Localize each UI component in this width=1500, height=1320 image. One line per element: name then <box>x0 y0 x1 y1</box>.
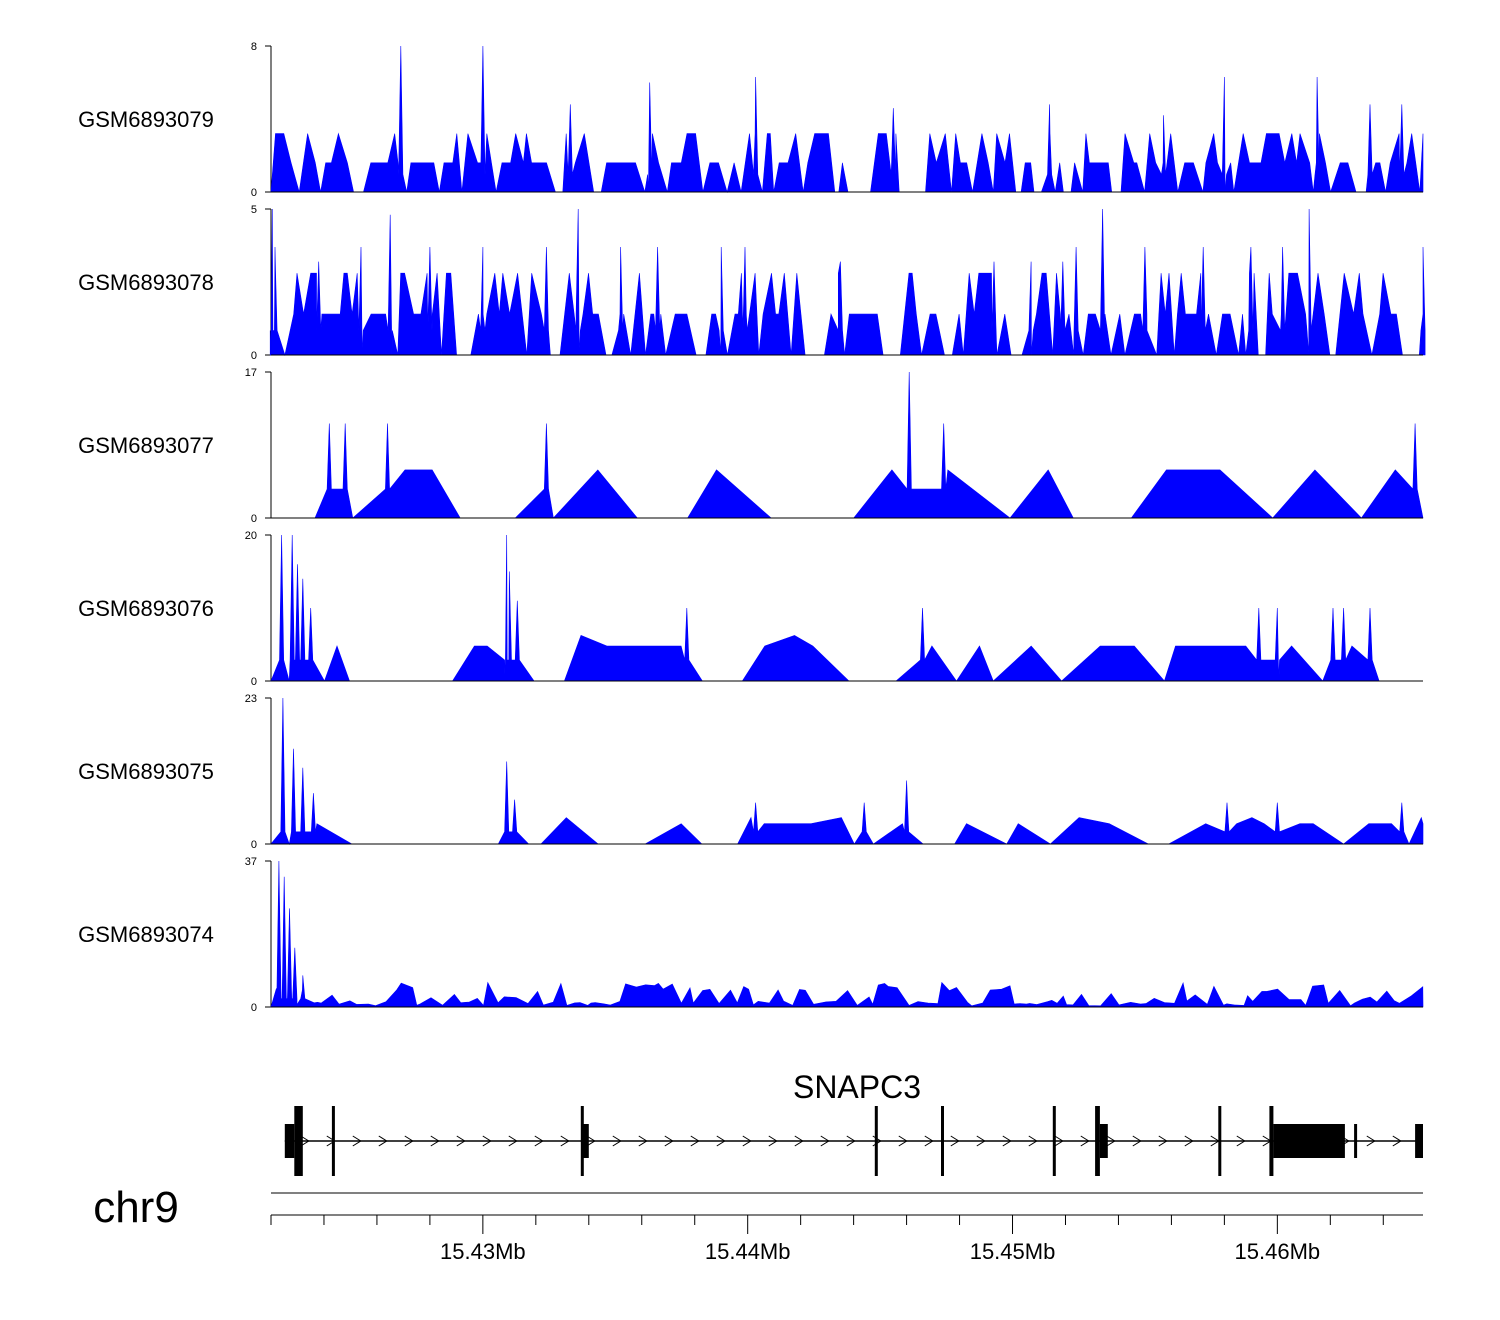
y-tick-label: 0 <box>251 513 257 525</box>
strand-arrow <box>846 1135 856 1147</box>
track-label: GSM6893074 <box>78 922 214 947</box>
utr-exon <box>1354 1124 1358 1158</box>
coverage-area <box>281 371 1424 519</box>
strand-arrow <box>508 1135 518 1147</box>
strand-arrow <box>742 1135 752 1147</box>
coding-exon <box>1052 1106 1056 1176</box>
strand-arrow <box>1106 1135 1116 1147</box>
track-label: GSM6893077 <box>78 433 214 458</box>
strand-arrow <box>1002 1135 1012 1147</box>
strand-arrow <box>1132 1135 1142 1147</box>
track-GSM6893075: GSM6893075 0 23 <box>78 693 1424 851</box>
strand-arrow <box>1184 1135 1194 1147</box>
coverage-area <box>270 697 1424 846</box>
strand-arrow <box>1392 1135 1402 1147</box>
gene-annotation-track: SNAPC3 <box>284 1069 1423 1176</box>
strand-arrow <box>456 1135 466 1147</box>
track-GSM6893078: GSM6893078 0 5 <box>78 204 1426 362</box>
track-label: GSM6893075 <box>78 759 214 784</box>
y-tick-label: 0 <box>251 187 257 199</box>
x-tick-label: 15.44Mb <box>705 1239 791 1264</box>
strand-arrow <box>482 1135 492 1147</box>
track-GSM6893074: GSM6893074 0 37 <box>78 856 1424 1014</box>
strand-arrow <box>716 1135 726 1147</box>
strand-arrow <box>768 1135 778 1147</box>
track-GSM6893077: GSM6893077 0 17 <box>78 367 1424 525</box>
coding-exon <box>294 1106 303 1176</box>
x-tick-label: 15.46Mb <box>1235 1239 1321 1264</box>
y-tick-label: 0 <box>251 1002 257 1014</box>
y-tick-label: 8 <box>251 41 257 53</box>
y-tick-label: 0 <box>251 839 257 851</box>
coverage-area <box>270 860 1424 1008</box>
track-GSM6893076: GSM6893076 0 20 <box>78 530 1423 688</box>
strand-arrow <box>976 1135 986 1147</box>
coding-exon <box>1218 1106 1222 1176</box>
strand-arrow <box>430 1135 440 1147</box>
utr-exon <box>284 1124 295 1158</box>
gene-name-label: SNAPC3 <box>793 1069 921 1105</box>
strand-arrow <box>586 1135 596 1147</box>
x-tick-label: 15.45Mb <box>970 1239 1056 1264</box>
strand-arrow <box>404 1135 414 1147</box>
coverage-tracks: GSM689307908GSM689307805GSM6893077017GSM… <box>78 41 1426 1014</box>
strand-arrow <box>352 1135 362 1147</box>
y-tick-label: 17 <box>245 367 257 379</box>
strand-arrow <box>898 1135 908 1147</box>
coding-exon <box>941 1106 944 1176</box>
strand-arrow <box>794 1135 804 1147</box>
coverage-area <box>270 45 1424 194</box>
y-tick-label: 0 <box>251 350 257 362</box>
strand-arrow <box>924 1135 934 1147</box>
genomic-axis: chr9 15.43Mb 15.44Mb 15.45Mb 15.46Mb <box>93 1183 1423 1264</box>
coding-exon <box>331 1106 335 1176</box>
strand-arrow <box>1366 1135 1376 1147</box>
coverage-area <box>270 534 1423 682</box>
strand-arrow <box>1028 1135 1038 1147</box>
strand-arrow <box>1158 1135 1168 1147</box>
y-tick-label: 23 <box>245 693 257 705</box>
utr-exon <box>1273 1124 1345 1158</box>
coding-exon <box>1095 1106 1100 1176</box>
strand-arrow <box>560 1135 570 1147</box>
strand-arrow <box>612 1135 622 1147</box>
coverage-area <box>269 208 1426 357</box>
strand-arrow <box>950 1135 960 1147</box>
strand-arrow <box>1236 1135 1246 1147</box>
chromosome-label: chr9 <box>93 1183 179 1232</box>
strand-arrow <box>300 1135 310 1147</box>
y-tick-label: 37 <box>245 856 257 868</box>
track-label: GSM6893079 <box>78 107 214 132</box>
coding-exon <box>580 1106 584 1176</box>
y-tick-label: 5 <box>251 204 257 216</box>
y-tick-label: 20 <box>245 530 257 542</box>
y-tick-label: 0 <box>251 676 257 688</box>
utr-exon <box>583 1124 589 1158</box>
utr-exon <box>1415 1124 1423 1158</box>
strand-arrow <box>1054 1135 1064 1147</box>
x-tick-label: 15.43Mb <box>440 1239 526 1264</box>
strand-arrow <box>690 1135 700 1147</box>
strand-arrow <box>1080 1135 1090 1147</box>
strand-arrow <box>534 1135 544 1147</box>
strand-arrow <box>378 1135 388 1147</box>
track-label: GSM6893076 <box>78 596 214 621</box>
track-label: GSM6893078 <box>78 270 214 295</box>
coding-exon <box>1269 1106 1274 1176</box>
utr-exon <box>1099 1124 1108 1158</box>
strand-arrow <box>820 1135 830 1147</box>
strand-arrow <box>664 1135 674 1147</box>
track-GSM6893079: GSM6893079 0 8 <box>78 41 1424 199</box>
strand-arrow <box>638 1135 648 1147</box>
coding-exon <box>874 1106 878 1176</box>
